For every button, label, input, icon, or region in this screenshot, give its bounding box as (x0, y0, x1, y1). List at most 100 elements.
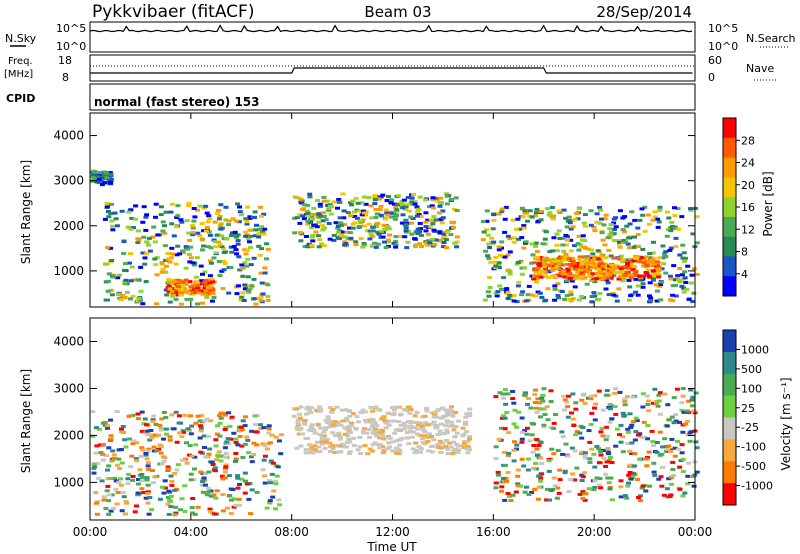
data-cell (635, 478, 641, 481)
data-cell (570, 277, 576, 281)
data-cell (691, 291, 697, 295)
data-cell (141, 491, 147, 494)
data-cell (393, 239, 399, 243)
data-cell (637, 457, 643, 461)
data-cell (192, 215, 198, 219)
data-cell (357, 445, 363, 449)
data-cell (96, 177, 102, 181)
data-cell (320, 224, 326, 228)
data-cell (538, 440, 544, 444)
data-cell (203, 229, 209, 233)
data-cell (309, 217, 315, 221)
data-cell (277, 503, 283, 507)
data-cell (145, 449, 151, 453)
data-cell (628, 477, 634, 481)
data-cell (598, 453, 604, 457)
data-cell (438, 422, 444, 426)
data-cell (607, 407, 613, 411)
data-cell (145, 492, 151, 496)
power-y-axis-label: Slant Range [km] (19, 160, 33, 264)
data-cell (145, 433, 151, 437)
data-cell (179, 435, 185, 439)
data-cell (691, 484, 697, 488)
data-cell (172, 488, 178, 492)
data-cell (596, 483, 602, 487)
colorbar-tick-label: -100 (741, 441, 766, 454)
data-cell (491, 212, 497, 216)
data-cell (625, 242, 631, 246)
data-cell (224, 506, 230, 510)
data-cell (444, 202, 450, 206)
data-cell (527, 209, 533, 213)
data-cell (185, 427, 191, 431)
data-cell (637, 218, 643, 222)
data-cell (507, 272, 513, 276)
data-cell (600, 264, 606, 268)
data-cell (372, 427, 378, 431)
data-cell (104, 176, 110, 180)
data-cell (564, 238, 570, 242)
data-cell (555, 486, 561, 490)
data-cell (587, 440, 593, 444)
data-cell (447, 441, 453, 445)
data-cell (415, 427, 421, 431)
data-cell (349, 421, 355, 425)
data-cell (317, 204, 323, 208)
data-cell (393, 243, 399, 247)
data-cell (222, 262, 228, 265)
data-cell (505, 471, 511, 475)
data-cell (463, 415, 469, 419)
data-cell (236, 255, 242, 259)
data-cell (213, 444, 219, 448)
data-cell (640, 405, 646, 409)
colorbar-tick-label: 4 (741, 268, 748, 281)
data-cell (128, 279, 134, 283)
data-cell (430, 237, 436, 241)
data-cell (421, 428, 427, 432)
data-cell (322, 446, 328, 450)
data-cell (568, 478, 574, 482)
data-cell (608, 254, 614, 258)
data-cell (238, 425, 244, 429)
data-cell (614, 299, 620, 303)
data-cell (377, 208, 383, 211)
data-cell (425, 439, 431, 443)
data-cell (603, 256, 609, 260)
data-cell (188, 472, 194, 476)
data-cell (444, 439, 450, 442)
data-cell (592, 394, 598, 398)
data-cell (163, 264, 169, 268)
data-cell (550, 217, 556, 221)
data-cell (626, 246, 632, 250)
data-cell (464, 412, 470, 416)
data-cell (349, 203, 355, 207)
data-cell (184, 288, 190, 292)
data-cell (152, 475, 158, 479)
data-cell (656, 269, 662, 273)
data-cell (445, 452, 451, 456)
data-cell (195, 414, 201, 418)
data-cell (495, 470, 501, 474)
data-cell (432, 410, 438, 414)
data-cell (418, 233, 424, 237)
data-cell (381, 224, 387, 227)
data-cell (106, 493, 112, 497)
data-cell (655, 267, 661, 271)
data-cell (108, 177, 114, 181)
data-cell (200, 248, 205, 252)
data-cell (323, 418, 329, 422)
data-cell (247, 240, 252, 244)
data-cell (600, 448, 606, 452)
data-cell (603, 262, 609, 266)
data-cell (135, 412, 141, 416)
data-cell (540, 394, 546, 398)
data-cell (532, 487, 538, 491)
data-cell (299, 199, 305, 203)
data-cell (366, 435, 372, 439)
data-cell (421, 434, 427, 438)
data-cell (175, 204, 181, 208)
data-cell (675, 207, 681, 211)
data-cell (246, 451, 252, 455)
data-cell (451, 449, 457, 453)
data-cell (143, 280, 149, 284)
